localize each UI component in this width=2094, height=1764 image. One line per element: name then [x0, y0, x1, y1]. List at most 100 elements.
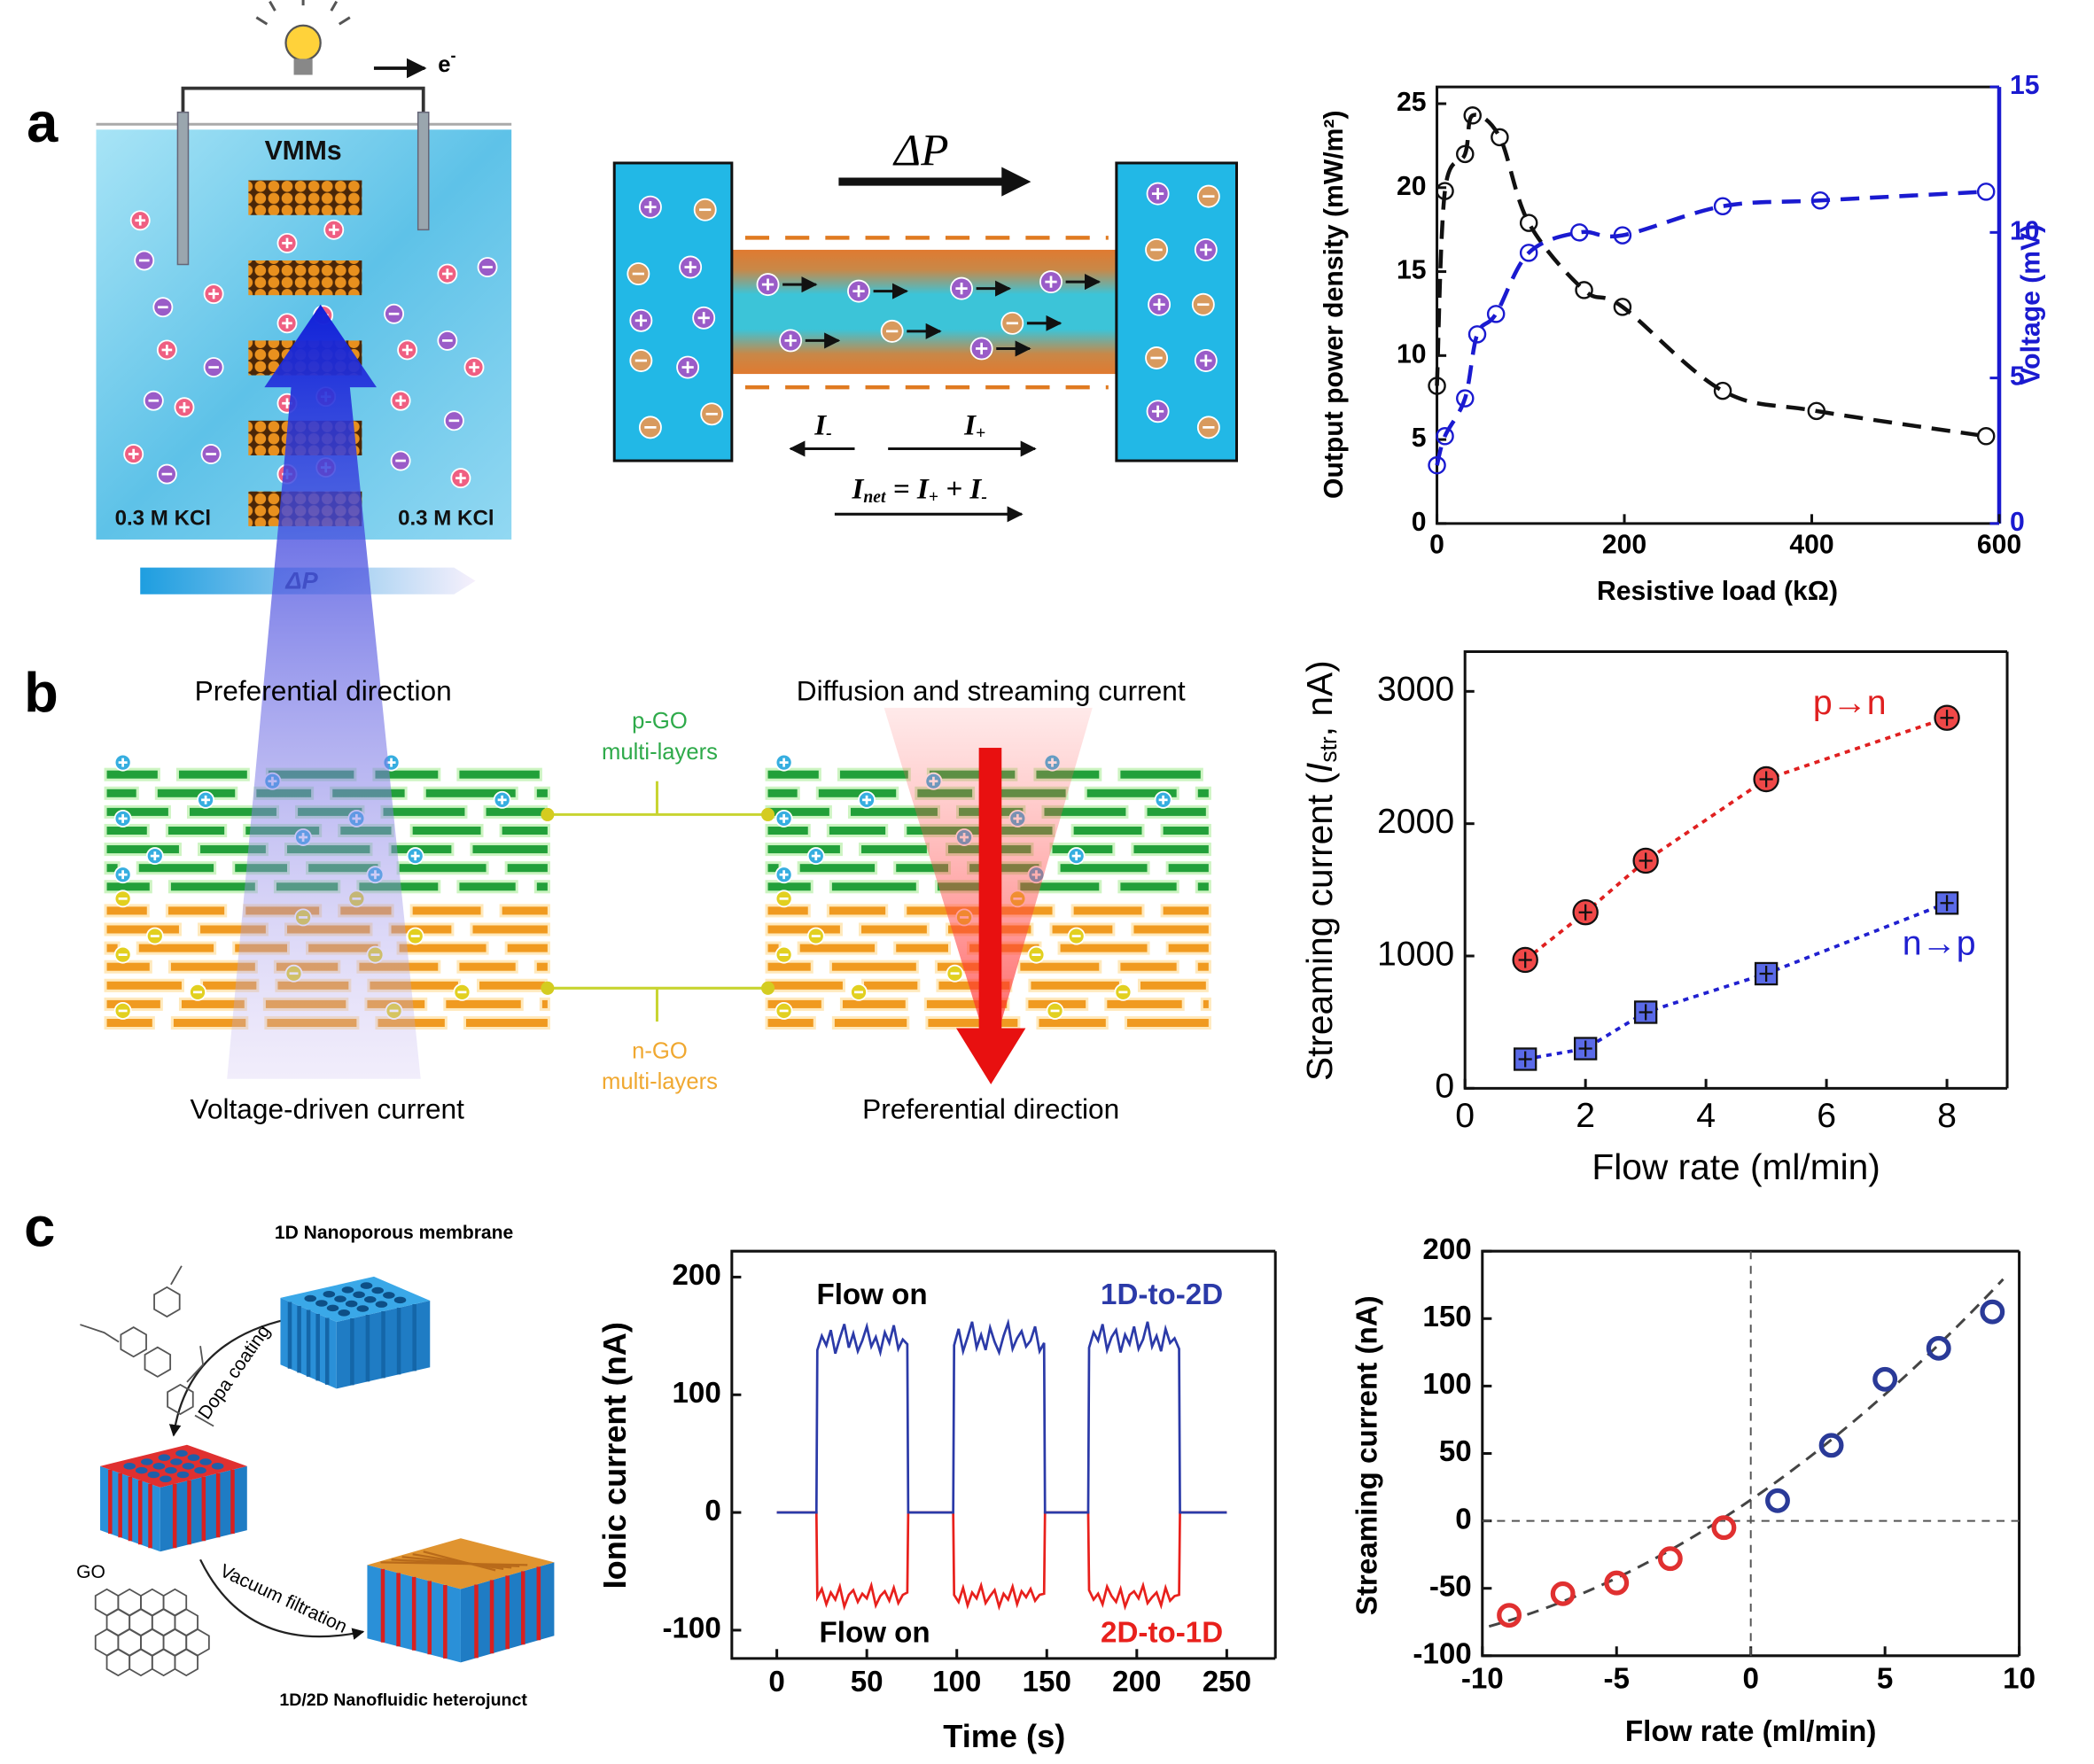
marker — [1436, 427, 1454, 446]
current-symbol: I — [813, 408, 827, 441]
sheet — [1203, 999, 1209, 1008]
y-axis-label-part: , nA) — [1299, 660, 1340, 736]
ion — [203, 357, 224, 377]
sheet — [391, 845, 452, 854]
sheet — [370, 981, 458, 990]
sheet — [138, 944, 214, 952]
ion — [775, 753, 793, 772]
sheet — [1073, 906, 1142, 915]
ion — [390, 390, 411, 411]
ion — [493, 790, 511, 809]
sheet — [106, 845, 179, 854]
sheet — [1031, 981, 1119, 990]
marker — [1980, 1299, 2005, 1325]
ion — [113, 753, 132, 772]
ion — [453, 983, 471, 1001]
y-axis-label: Ionic current (nA) — [596, 1322, 633, 1589]
ion — [1146, 400, 1170, 424]
molecule — [153, 1286, 181, 1318]
sheet — [106, 925, 179, 934]
ion — [450, 468, 471, 489]
y-axis-label: Streaming current (Istr, nA) — [1299, 660, 1342, 1081]
line — [776, 1511, 1227, 1612]
sheet — [472, 925, 548, 934]
x-tick-label: 6 — [1817, 1097, 1836, 1135]
sheet — [106, 981, 182, 990]
sheet — [896, 944, 948, 952]
current-label: I+ — [963, 408, 985, 442]
membrane-label: VMMs — [265, 136, 342, 166]
pore — [323, 1290, 336, 1298]
sheet — [829, 826, 886, 835]
sheet — [926, 999, 1008, 1008]
ion — [692, 306, 716, 330]
pore — [353, 1291, 365, 1299]
pore — [371, 1286, 384, 1294]
marker — [1463, 106, 1482, 125]
sheet — [767, 962, 811, 971]
ion — [1114, 983, 1133, 1001]
y-tick-label: 20 — [1397, 172, 1427, 201]
sheet — [399, 944, 487, 952]
pore — [199, 1458, 212, 1465]
solution-label: 0.3 M KCl — [115, 507, 212, 531]
y-axis-label-part: str — [1315, 736, 1342, 763]
sheet — [106, 770, 158, 779]
x-tick-label: 0 — [768, 1666, 784, 1698]
marker — [1976, 183, 1996, 201]
pore — [147, 1471, 160, 1479]
sheet — [1073, 826, 1142, 835]
part: + — [929, 488, 938, 507]
layer-label: p-GO — [632, 709, 688, 734]
y-axis-label: Output power density (mW/m²) — [1319, 110, 1349, 498]
sheet — [106, 999, 160, 1008]
sheet — [106, 826, 147, 835]
sheet — [767, 999, 821, 1008]
part: I — [969, 472, 982, 505]
part: + — [938, 472, 969, 505]
sheet — [502, 906, 548, 915]
y-tick-label: 0 — [1412, 508, 1427, 537]
sheet — [1060, 944, 1148, 952]
ion — [276, 313, 298, 334]
marker — [1575, 281, 1593, 299]
line — [776, 1317, 1227, 1514]
y-tick-label: 50 — [1439, 1435, 1472, 1468]
layer-label: n-GO — [632, 1038, 688, 1063]
molecule — [120, 1326, 147, 1358]
marker — [1711, 1515, 1737, 1541]
ion — [1067, 847, 1086, 866]
connector-dot — [541, 807, 555, 821]
sheet — [767, 770, 819, 779]
pore — [334, 1295, 346, 1302]
ion — [1196, 416, 1220, 439]
molecule — [167, 1383, 194, 1416]
marker — [1436, 182, 1454, 200]
step-label: 1D/2D Nanofluidic heterojunct — [279, 1690, 527, 1710]
ion — [390, 450, 411, 471]
layer-label: multi-layers — [602, 1069, 718, 1094]
sheet — [541, 999, 548, 1008]
channel — [731, 249, 1117, 375]
x-tick-label: 150 — [1023, 1666, 1071, 1698]
sheet — [157, 789, 236, 797]
connector-dot — [760, 981, 775, 995]
x-tick-label: -10 — [1461, 1663, 1504, 1696]
bulb-rays — [255, 0, 351, 26]
marker — [1818, 1433, 1844, 1458]
x-axis-label: Flow rate (ml/min) — [1592, 1146, 1880, 1187]
axis-frame — [730, 1249, 1276, 1660]
ion — [1194, 237, 1218, 261]
electron-label: e- — [438, 46, 455, 77]
pore — [356, 1305, 370, 1312]
ion — [1046, 1001, 1064, 1020]
pore — [345, 1300, 358, 1308]
ion — [1146, 182, 1170, 206]
y-tick-label: 5 — [1412, 424, 1427, 453]
blue-arrow — [227, 304, 421, 1079]
sheet — [203, 981, 257, 990]
ion — [1194, 349, 1218, 372]
red-arrow — [978, 748, 1002, 1031]
